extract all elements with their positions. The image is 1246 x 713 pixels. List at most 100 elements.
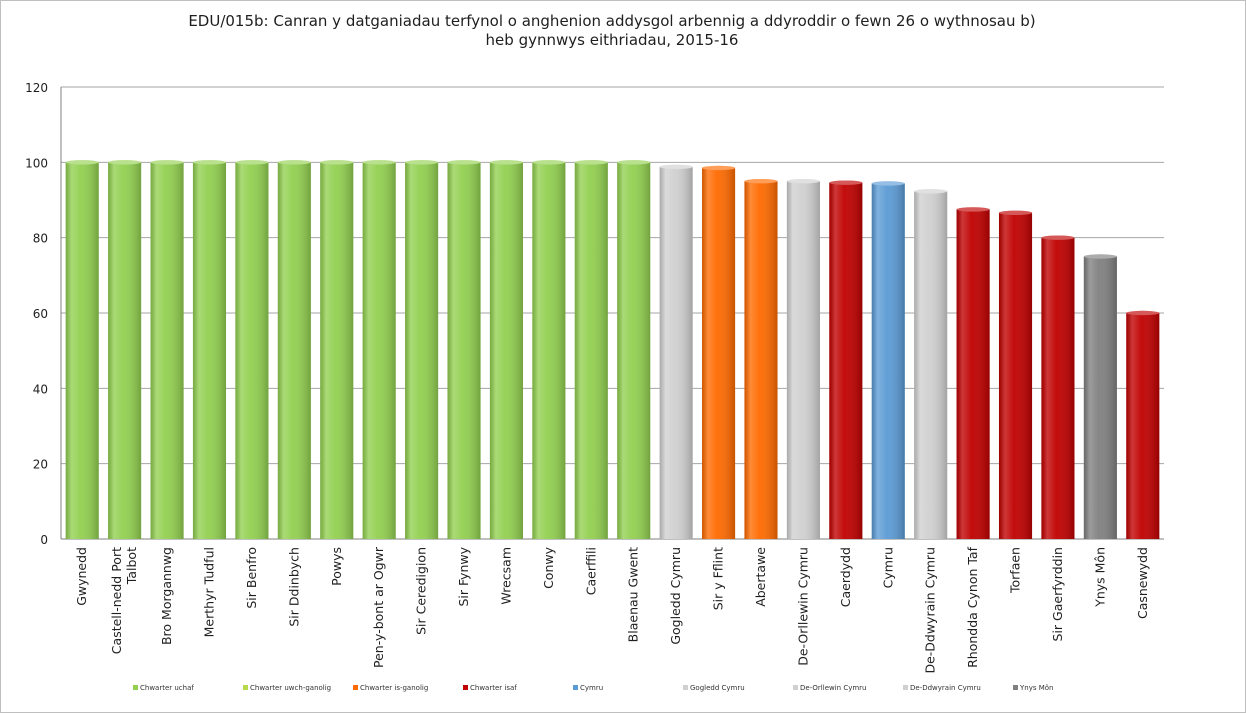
x-tick-label-line: Pen-y-bont ar Ogwr bbox=[371, 546, 386, 668]
bar-cap-highlight bbox=[956, 207, 990, 212]
bar-cap bbox=[108, 160, 142, 165]
legend-swatch bbox=[243, 685, 248, 690]
bar-shading bbox=[405, 162, 439, 540]
x-tick-label: De-Ddwyrain Cymru bbox=[923, 547, 938, 674]
legend-item: Ynys Môn bbox=[1013, 684, 1054, 692]
x-tick-label: Pen-y-bont ar Ogwr bbox=[371, 546, 386, 668]
x-tick-label: Castell-nedd PortTalbot bbox=[109, 547, 139, 654]
x-tick-label: Blaenau Gwent bbox=[626, 547, 641, 642]
x-tick-label-line: Casnewydd bbox=[1135, 547, 1150, 619]
bar-cap bbox=[1083, 254, 1117, 259]
bar-shading bbox=[235, 162, 269, 540]
bar bbox=[1083, 254, 1117, 539]
x-tick-label-line: Sir Ddinbych bbox=[286, 547, 301, 627]
bars bbox=[65, 160, 1160, 540]
bar bbox=[405, 160, 439, 540]
x-tick-label-line: Talbot bbox=[124, 547, 139, 585]
legend-swatch bbox=[903, 685, 908, 690]
bar-shading bbox=[108, 162, 142, 540]
bar-shading bbox=[829, 182, 863, 539]
legend-label: De-Ddwyrain Cymru bbox=[910, 684, 981, 692]
bar-shading bbox=[1083, 256, 1117, 539]
bar-cap-highlight bbox=[362, 160, 396, 165]
bar-shading bbox=[150, 162, 184, 540]
bar-shading bbox=[65, 162, 99, 540]
bar-cap-highlight bbox=[235, 160, 269, 165]
chart-title: EDU/015b: Canran y datganiadau terfynol … bbox=[188, 12, 1035, 49]
bar-cap-highlight bbox=[659, 164, 693, 170]
bar bbox=[744, 178, 778, 539]
bar-shading bbox=[277, 162, 311, 540]
bar-cap bbox=[829, 180, 863, 185]
y-tick-label: 120 bbox=[25, 81, 48, 95]
bar-cap bbox=[447, 160, 481, 165]
bar-cap bbox=[489, 160, 523, 165]
x-tick-label: Bro Morgannwg bbox=[159, 547, 174, 645]
legend-item: Chwarter uchaf bbox=[133, 684, 194, 692]
x-tick-label-line: Bro Morgannwg bbox=[159, 547, 174, 645]
bar-shading bbox=[1041, 237, 1075, 539]
bar-cap bbox=[320, 160, 354, 165]
bar-cap-highlight bbox=[829, 180, 863, 185]
legend-label: Chwarter is-ganolig bbox=[360, 684, 428, 692]
bar-shading bbox=[320, 162, 354, 540]
y-tick-label: 100 bbox=[25, 156, 48, 170]
bar-cap bbox=[65, 160, 99, 165]
bar-cap bbox=[532, 160, 566, 165]
bar-shading bbox=[1126, 313, 1160, 539]
bar-cap bbox=[150, 160, 184, 165]
bar-cap bbox=[702, 165, 736, 171]
bar-shading bbox=[871, 183, 905, 539]
x-tick-label-line: Sir Gaerfyrddin bbox=[1050, 547, 1065, 641]
legend-swatch bbox=[573, 685, 578, 690]
x-tick-label-line: Caerdydd bbox=[838, 547, 853, 607]
x-tick-label: Casnewydd bbox=[1135, 547, 1150, 619]
legend-item: Chwarter uwch-ganolig bbox=[243, 684, 331, 692]
bar-shading bbox=[532, 162, 566, 540]
x-tick-label: Wrecsam bbox=[498, 547, 513, 605]
bar-cap bbox=[998, 210, 1033, 216]
bar-cap-highlight bbox=[192, 160, 227, 165]
bar bbox=[362, 160, 396, 540]
bar-cap-highlight bbox=[998, 210, 1033, 216]
bar-cap bbox=[405, 160, 439, 165]
x-tick-label: Sir Ceredigion bbox=[414, 547, 429, 635]
y-tick-label: 0 bbox=[40, 533, 48, 547]
bar bbox=[786, 178, 820, 539]
bar-cap bbox=[362, 160, 396, 165]
x-tick-label-line: De-Orllewin Cymru bbox=[795, 547, 810, 666]
x-tick-label: Gogledd Cymru bbox=[668, 547, 683, 645]
bar-cap bbox=[914, 189, 948, 194]
x-tick-label-line: Conwy bbox=[541, 546, 556, 589]
bar-cap bbox=[1126, 310, 1160, 316]
bar-cap-highlight bbox=[489, 160, 523, 165]
bar-cap bbox=[744, 178, 778, 184]
bar-cap bbox=[277, 160, 311, 165]
x-tick-label-line: Sir Benfro bbox=[244, 547, 259, 609]
legend-label: Cymru bbox=[580, 684, 603, 692]
bar-cap-highlight bbox=[702, 165, 736, 171]
x-tick-label: Sir Benfro bbox=[244, 547, 259, 609]
legend-swatch bbox=[463, 685, 468, 690]
y-tick-label: 20 bbox=[33, 458, 48, 472]
bar-shading bbox=[659, 166, 693, 539]
bar-cap bbox=[235, 160, 269, 165]
legend-item: De-Orllewin Cymru bbox=[793, 684, 867, 692]
x-tick-label: Merthyr Tudful bbox=[201, 547, 216, 637]
bar-cap-highlight bbox=[1126, 310, 1160, 316]
legend-label: De-Orllewin Cymru bbox=[800, 684, 867, 692]
bar bbox=[150, 160, 184, 540]
legend-swatch bbox=[1013, 685, 1018, 690]
legend-item: Gogledd Cymru bbox=[683, 684, 745, 692]
legend-label: Chwarter uchaf bbox=[140, 684, 194, 692]
bar bbox=[65, 160, 99, 540]
legend-swatch bbox=[793, 685, 798, 690]
bar bbox=[235, 160, 269, 540]
x-tick-label: Ynys Môn bbox=[1092, 547, 1107, 608]
y-tick-label: 60 bbox=[33, 307, 48, 321]
x-tick-label-line: De-Ddwyrain Cymru bbox=[923, 547, 938, 674]
x-tick-label-line: Gwynedd bbox=[74, 547, 89, 606]
bar-cap bbox=[617, 160, 651, 165]
x-tick-label: Sir Ddinbych bbox=[286, 547, 301, 627]
x-tick-label-line: Merthyr Tudful bbox=[201, 547, 216, 637]
